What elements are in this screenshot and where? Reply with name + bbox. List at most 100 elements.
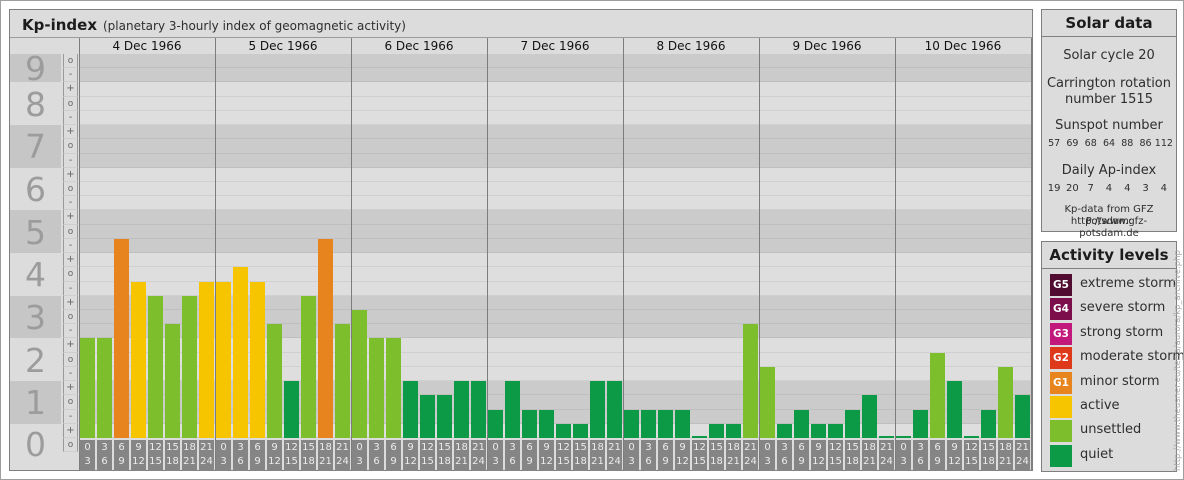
time-slot-label: 21 24 [879, 440, 894, 471]
plot-row [79, 366, 1031, 382]
time-slot-label: 15 18 [709, 440, 724, 471]
kp-bar [913, 409, 928, 438]
kp-axis-sub-label: o [63, 139, 78, 154]
kp-bar [896, 436, 911, 438]
kp-bar [505, 381, 520, 438]
sunspot-value: 68 [1084, 138, 1097, 149]
kp-bar [794, 409, 809, 438]
time-slot-label: 21 24 [743, 440, 758, 471]
time-slot-label: 9 12 [403, 440, 418, 471]
plot-row [79, 352, 1031, 367]
legend-label: extreme storm [1080, 276, 1177, 291]
plot-row [79, 182, 1031, 197]
legend-color-chip: G2 [1050, 347, 1072, 370]
kp-bar [352, 310, 367, 438]
kp-axis-sub-label: o [63, 310, 78, 325]
kp-bar [284, 381, 299, 438]
legend-color-chip [1050, 444, 1072, 467]
plot-row [79, 423, 1031, 438]
time-slot-label: 12 15 [692, 440, 707, 471]
time-slot-label: 21 24 [199, 440, 214, 471]
day-separator [895, 38, 896, 471]
kp-axis-band: 6 [10, 167, 61, 211]
sunspot-value: 86 [1139, 138, 1152, 149]
kp-bar [964, 436, 979, 438]
date-header-cell: 8 Dec 1966 [656, 39, 726, 53]
time-slot-label: 9 12 [675, 440, 690, 471]
time-slot-label: 21 24 [1015, 440, 1030, 471]
kp-axis-band: 1 [10, 381, 61, 424]
kp-axis-sub-label: + [63, 381, 78, 396]
plot-row [79, 338, 1031, 353]
kp-axis-sub-label: o [63, 182, 78, 197]
kp-bar [777, 423, 792, 438]
legend-label: active [1080, 398, 1120, 413]
kp-bar [301, 295, 316, 438]
chart-title: Kp-index (planetary 3-hourly index of geo… [22, 15, 406, 34]
kp-bar [658, 409, 673, 438]
time-slot-label: 18 21 [590, 440, 605, 471]
sunspot-value: 112 [1154, 138, 1173, 149]
kp-bar [250, 281, 265, 438]
kp-axis-number: 9 [25, 49, 46, 89]
kp-axis-number: 4 [25, 255, 46, 295]
kp-bar [624, 409, 639, 438]
time-slot-label: 15 18 [301, 440, 316, 471]
ap-value: 20 [1066, 183, 1079, 194]
kp-bar [573, 423, 588, 438]
day-separator [759, 38, 760, 471]
kp-axis-band: 7 [10, 125, 61, 168]
kp-axis-number: 6 [25, 170, 46, 210]
date-header-cell: 4 Dec 1966 [112, 39, 182, 53]
ap-value: 19 [1047, 183, 1061, 194]
kp-axis-band: 4 [10, 253, 61, 296]
kp-axis-sub-label: + [63, 253, 78, 268]
sunspot-title: Sunspot number [1055, 118, 1163, 133]
kp-axis-band: 2 [10, 338, 61, 382]
legend-label: strong storm [1080, 324, 1164, 340]
time-slot-label: 15 18 [165, 440, 180, 471]
kp-bar [369, 338, 384, 438]
kp-bar [692, 436, 707, 438]
carrington-rotation: Carrington rotation number 1515 [1046, 76, 1171, 107]
kp-bar [726, 423, 741, 438]
day-separator [1031, 38, 1032, 471]
kp-bar [556, 423, 571, 438]
legend-color-chip: G1 [1050, 371, 1072, 394]
plot-row [79, 167, 1031, 182]
date-header-cell: 9 Dec 1966 [792, 39, 862, 53]
chart-title-subtitle: (planetary 3-hourly index of geomagnetic… [103, 19, 406, 33]
kp-bar [403, 381, 418, 438]
kp-axis-band: 0 [10, 423, 61, 461]
time-slot-label: 12 15 [964, 440, 979, 471]
kp-bar [709, 423, 724, 438]
kp-axis-sub-label: o [63, 54, 78, 69]
kp-bar [590, 381, 605, 438]
time-slot-label: 9 12 [947, 440, 962, 471]
kp-axis-band: 9 [10, 49, 61, 89]
kp-axis-sub-label: + [63, 295, 78, 310]
kp-bar [760, 366, 775, 438]
legend-label: unsettled [1080, 422, 1142, 438]
solar-data-panel: Solar data Solar cycle 20 Carrington rot… [1041, 9, 1177, 239]
time-slot-label: 12 15 [148, 440, 163, 471]
time-slot-label: 21 24 [335, 440, 350, 471]
kp-axis-sub-label: + [63, 423, 78, 438]
day-separator [623, 38, 624, 471]
kp-bar [641, 409, 656, 438]
kp-bar [80, 338, 95, 438]
plot-row [79, 238, 1031, 254]
kp-bar [981, 409, 996, 438]
ap-value: 4 [1105, 183, 1113, 194]
kp-axis-sub-label: - [63, 68, 78, 83]
chart-title-main: Kp-index [22, 16, 97, 34]
